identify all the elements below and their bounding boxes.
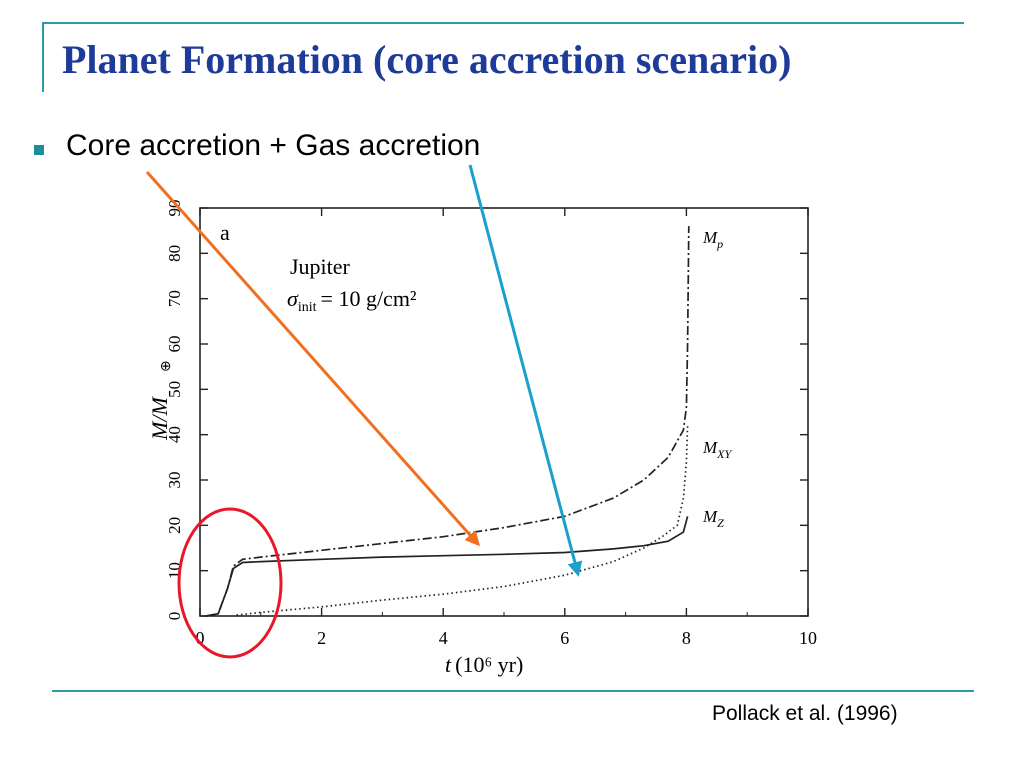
y-axis-label: M/M <box>147 396 172 441</box>
series-label-mp: Mp <box>702 228 723 251</box>
slide-title: Planet Formation (core accretion scenari… <box>62 37 792 82</box>
bullet-marker <box>34 145 44 155</box>
x-tick-label: 0 <box>196 628 205 648</box>
series-line-mxy <box>236 425 689 616</box>
series-label-mz: MZ <box>702 507 724 530</box>
x-tick-label: 4 <box>439 628 448 648</box>
x-tick-label: 2 <box>317 628 326 648</box>
series-label-mxy: MXY <box>702 438 733 461</box>
highlight-circle <box>177 507 283 659</box>
y-tick-label: 20 <box>165 517 184 534</box>
annotation-jupiter: Jupiter <box>290 254 351 279</box>
arrow-gas-accretion <box>468 164 583 577</box>
accent-top-line <box>42 22 964 24</box>
y-tick-label: 30 <box>165 472 184 489</box>
chart-labels: a Jupiter σinit = 10 g/cm² t (10⁶ yr) M/M … <box>147 220 523 677</box>
annotation-sigma: σinit = 10 g/cm² <box>287 286 417 315</box>
arrow-core-accretion <box>145 171 480 547</box>
y-tick-label: 90 <box>165 200 184 217</box>
slide-annotations <box>145 164 583 659</box>
bullet-text: Core accretion + Gas accretion <box>66 129 481 162</box>
accent-bottom-line <box>52 690 974 692</box>
y-axis-label-subscript: ⊕ <box>159 360 174 372</box>
panel-label: a <box>220 220 230 245</box>
x-axis-label: t (10⁶ yr) <box>445 652 523 677</box>
accent-vertical-line <box>42 22 44 92</box>
y-tick-label: 70 <box>165 290 184 307</box>
annotation-sigma-value: = 10 g/cm² <box>321 286 417 311</box>
series-labels: Mp MXY MZ <box>702 228 733 530</box>
series-line-mz <box>205 516 689 617</box>
citation: Pollack et al. (1996) <box>712 702 898 725</box>
x-tick-label: 10 <box>799 628 817 648</box>
y-tick-label: 40 <box>165 426 184 443</box>
y-tick-label: 50 <box>165 381 184 398</box>
y-tick-label: 60 <box>165 336 184 353</box>
y-tick-label: 80 <box>165 245 184 262</box>
x-tick-label: 8 <box>682 628 691 648</box>
x-tick-label: 6 <box>560 628 569 648</box>
y-tick-label: 0 <box>165 612 184 621</box>
